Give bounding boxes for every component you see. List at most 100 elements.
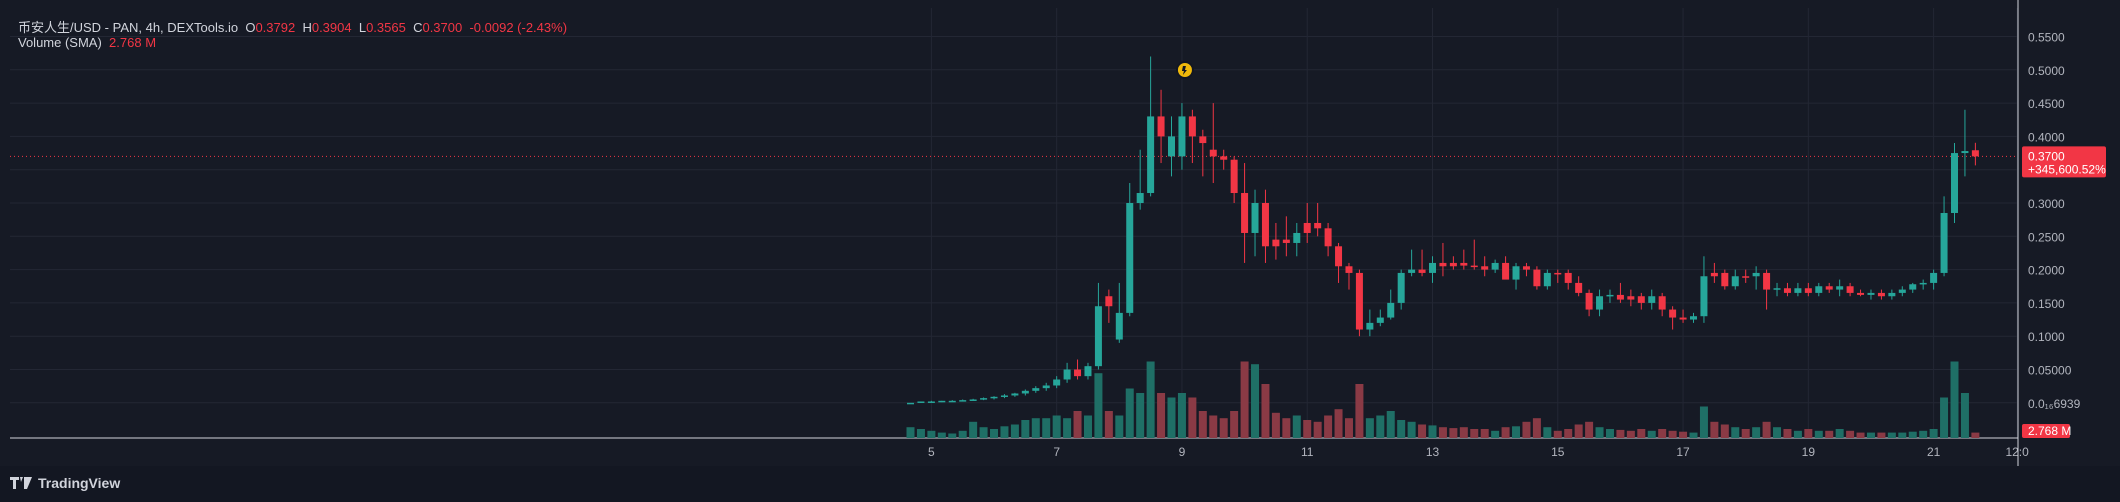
- volume-bar: [1428, 425, 1437, 438]
- volume-bar: [969, 421, 978, 438]
- volume-bar: [1480, 429, 1489, 438]
- candle-body: [1690, 316, 1697, 320]
- candle-body: [1032, 388, 1040, 391]
- candle-body: [1794, 288, 1802, 293]
- x-tick-label: 7: [1053, 445, 1060, 459]
- candle-body: [938, 400, 946, 403]
- candle-body: [1429, 262, 1436, 273]
- volume-bar: [958, 430, 967, 438]
- volume-bar: [979, 427, 988, 438]
- volume-bar: [1605, 429, 1614, 438]
- x-tick-label: 9: [1179, 445, 1186, 459]
- candle-body: [1053, 379, 1061, 386]
- candle-body: [1481, 266, 1489, 270]
- candle-body: [1742, 276, 1750, 278]
- candle-body: [1408, 269, 1416, 273]
- volume-bar: [1804, 429, 1813, 438]
- y-tick-label: 0.1500: [2028, 297, 2065, 311]
- volume-bar: [1512, 426, 1521, 438]
- y-tick-label: 0.4500: [2028, 97, 2065, 111]
- candle-body: [1502, 262, 1510, 280]
- volume-bar: [1689, 432, 1698, 438]
- tradingview-logo[interactable]: TradingView: [10, 475, 120, 491]
- candle-body: [1564, 272, 1572, 283]
- candle-body: [1460, 262, 1468, 266]
- candle-body: [990, 396, 998, 399]
- volume-bar: [1397, 420, 1406, 438]
- candle-body: [1627, 296, 1635, 300]
- symbol-title[interactable]: 币安人生/USD - PAN, 4h, DEXTools.io: [18, 20, 239, 35]
- volume-bar: [1501, 427, 1510, 438]
- candle-body: [1752, 272, 1760, 277]
- candle-body: [1585, 292, 1593, 310]
- candle-body: [1836, 286, 1844, 290]
- volume-label[interactable]: Volume (SMA): [18, 35, 102, 50]
- y-tick-label: 0.0₁₆6939: [2028, 397, 2081, 411]
- candle-body: [1230, 159, 1238, 194]
- volume-bar: [1940, 397, 1949, 438]
- y-tick-label: 0.1000: [2028, 330, 2065, 344]
- candle-body: [1710, 272, 1718, 277]
- volume-bar: [1303, 420, 1312, 438]
- volume-bar: [1564, 429, 1573, 438]
- volume-bar: [1167, 397, 1176, 438]
- candle-body: [1147, 116, 1155, 194]
- candle-body: [1199, 136, 1207, 144]
- candle-body: [1971, 150, 1979, 157]
- volume-bar: [1157, 393, 1166, 438]
- candle-body: [1846, 286, 1854, 293]
- candle-body: [1543, 272, 1551, 287]
- candle-body: [1418, 269, 1426, 273]
- candle-body: [969, 399, 977, 401]
- volume-bar: [1835, 429, 1844, 438]
- volume-bar: [1960, 393, 1969, 438]
- candle-body: [1105, 296, 1113, 307]
- volume-bar: [1438, 427, 1447, 438]
- candle-body: [1376, 317, 1384, 323]
- volume-bar: [990, 429, 999, 438]
- volume-bar: [1355, 384, 1364, 438]
- x-tick-label: 21: [1927, 445, 1941, 459]
- volume-bar: [927, 430, 936, 438]
- candle-body: [1303, 222, 1311, 233]
- volume-bar: [906, 427, 915, 438]
- volume-bar: [1021, 420, 1030, 438]
- volume-bar: [1762, 421, 1771, 438]
- volume-bar: [1313, 421, 1322, 438]
- candle-body: [1919, 282, 1927, 285]
- candle-body: [1241, 193, 1249, 233]
- volume-bar: [1052, 415, 1061, 438]
- candle-body: [1261, 203, 1269, 247]
- change-value: -0.0092 (-2.43%): [469, 20, 568, 35]
- volume-bar: [1271, 412, 1280, 438]
- volume-bar: [1595, 427, 1604, 438]
- volume-bar: [1658, 429, 1667, 438]
- volume-value: 2.768 M: [109, 35, 157, 50]
- volume-bar: [1230, 411, 1239, 438]
- candle-body: [1616, 294, 1624, 300]
- open-value: 0.3792: [255, 20, 296, 35]
- volume-bar: [1115, 415, 1124, 438]
- y-tick-label: 0.3000: [2028, 197, 2065, 211]
- volume-bar: [1240, 361, 1249, 438]
- volume-bar: [1188, 397, 1197, 438]
- close-value: 0.3700: [422, 20, 463, 35]
- candle-body: [1126, 203, 1134, 313]
- candle-body: [1188, 116, 1196, 137]
- candle-body: [1804, 288, 1812, 293]
- candle-body: [1251, 203, 1259, 233]
- candle-body: [1042, 385, 1050, 389]
- candle-body: [1387, 302, 1395, 318]
- candle-body: [1115, 312, 1123, 340]
- volume-bar: [1814, 430, 1823, 438]
- price-badge-pct: +345,600.52%: [2028, 162, 2106, 176]
- volume-bar: [1887, 432, 1896, 438]
- volume-badge: [2022, 424, 2070, 438]
- volume-bar: [1386, 411, 1395, 438]
- volume-bar: [1825, 430, 1834, 438]
- volume-bar: [1908, 431, 1917, 438]
- volume-bar: [1647, 430, 1656, 438]
- x-tick-label: 5: [928, 445, 935, 459]
